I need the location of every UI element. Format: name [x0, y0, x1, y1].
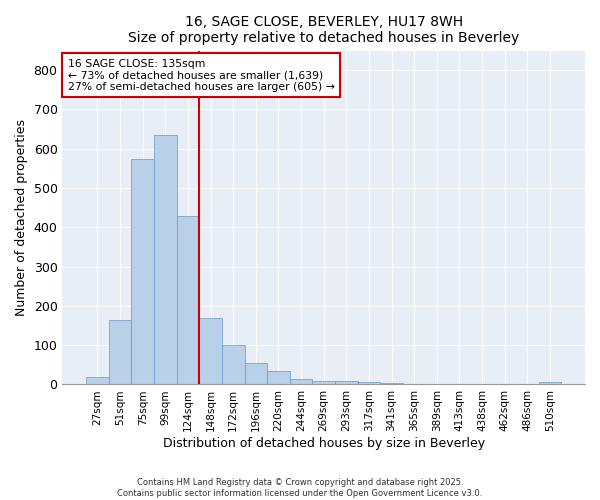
Bar: [539, 382, 561, 384]
Bar: [154, 135, 176, 384]
Bar: [290, 378, 313, 384]
Bar: [176, 216, 199, 384]
Bar: [222, 345, 245, 385]
Bar: [358, 382, 380, 384]
Bar: [313, 380, 335, 384]
Bar: [131, 158, 154, 384]
Bar: [86, 376, 109, 384]
Text: Contains HM Land Registry data © Crown copyright and database right 2025.
Contai: Contains HM Land Registry data © Crown c…: [118, 478, 482, 498]
Bar: [245, 363, 267, 384]
Bar: [199, 318, 222, 384]
X-axis label: Distribution of detached houses by size in Beverley: Distribution of detached houses by size …: [163, 437, 485, 450]
Bar: [335, 382, 358, 384]
Title: 16, SAGE CLOSE, BEVERLEY, HU17 8WH
Size of property relative to detached houses : 16, SAGE CLOSE, BEVERLEY, HU17 8WH Size …: [128, 15, 520, 45]
Y-axis label: Number of detached properties: Number of detached properties: [15, 119, 28, 316]
Text: 16 SAGE CLOSE: 135sqm
← 73% of detached houses are smaller (1,639)
27% of semi-d: 16 SAGE CLOSE: 135sqm ← 73% of detached …: [68, 59, 335, 92]
Bar: [267, 370, 290, 384]
Bar: [109, 320, 131, 384]
